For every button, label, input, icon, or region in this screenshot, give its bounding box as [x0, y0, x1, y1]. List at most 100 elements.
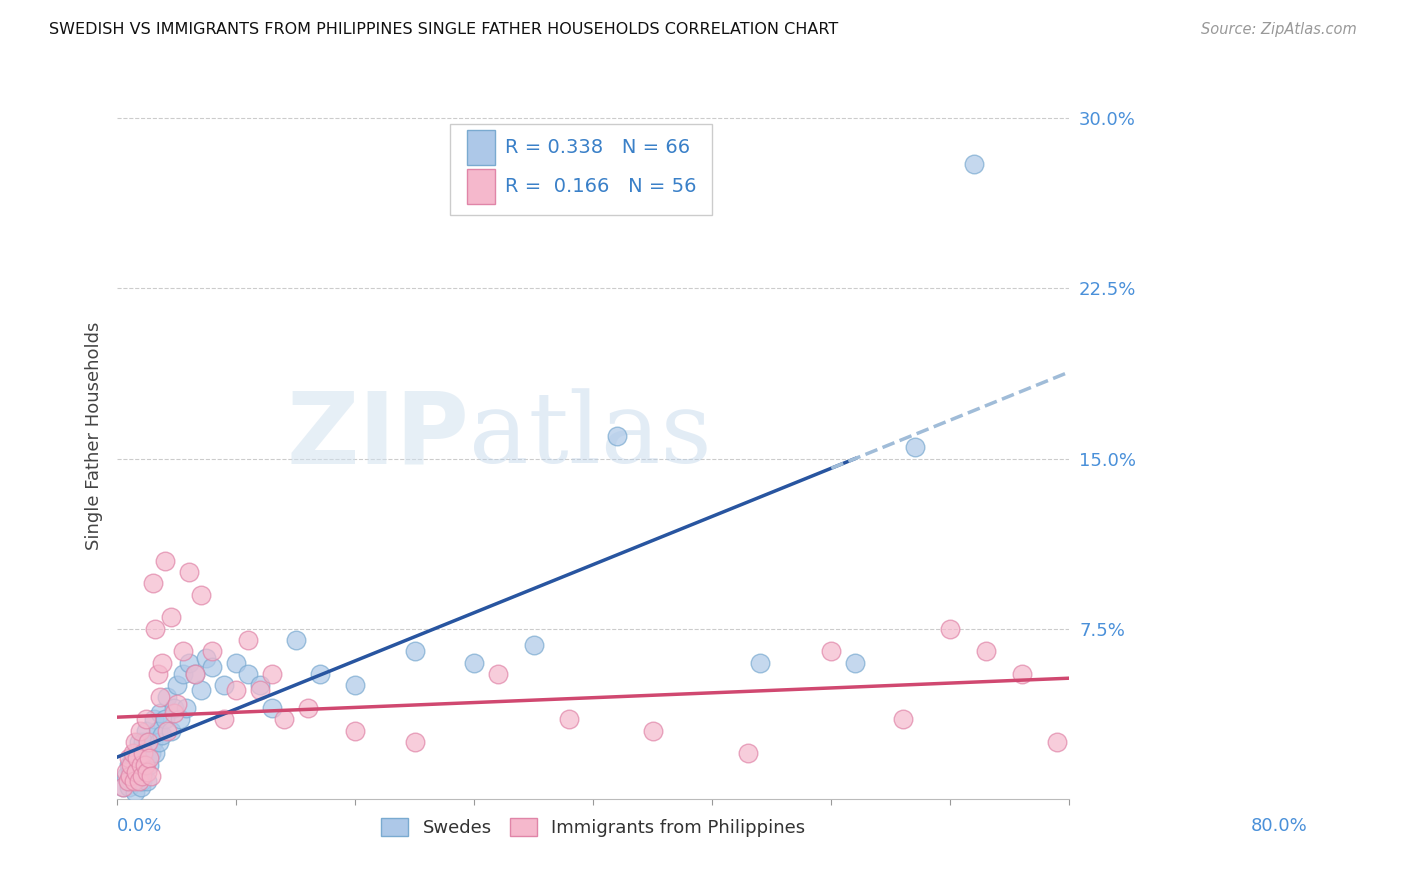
Point: [190, 682, 212, 697]
Point: [138, 751, 160, 765]
Point: [904, 440, 927, 454]
Point: [963, 157, 986, 171]
Point: [163, 701, 186, 715]
Point: [128, 773, 150, 788]
Point: [136, 764, 159, 779]
Point: [169, 713, 191, 727]
Point: [134, 757, 156, 772]
Point: [308, 667, 330, 681]
Point: [939, 622, 962, 636]
Point: [131, 769, 153, 783]
Point: [156, 723, 179, 738]
Point: [127, 769, 149, 783]
Point: [112, 780, 135, 795]
Point: [129, 780, 152, 795]
Point: [114, 769, 136, 783]
Point: [118, 780, 141, 795]
Point: [641, 723, 664, 738]
Point: [124, 757, 146, 772]
Point: [152, 728, 174, 742]
Point: [118, 757, 141, 772]
FancyBboxPatch shape: [467, 169, 495, 203]
Point: [132, 747, 155, 761]
Y-axis label: Single Father Households: Single Father Households: [86, 322, 103, 550]
Point: [523, 638, 546, 652]
Point: [143, 622, 166, 636]
Point: [225, 682, 247, 697]
Point: [156, 690, 179, 704]
Point: [118, 751, 141, 765]
Point: [142, 735, 165, 749]
Point: [172, 667, 194, 681]
Point: [136, 773, 159, 788]
Point: [127, 751, 149, 765]
Point: [131, 742, 153, 756]
Text: SWEDISH VS IMMIGRANTS FROM PHILIPPINES SINGLE FATHER HOUSEHOLDS CORRELATION CHAR: SWEDISH VS IMMIGRANTS FROM PHILIPPINES S…: [49, 22, 838, 37]
Point: [122, 769, 145, 783]
Point: [260, 701, 283, 715]
Legend: Swedes, Immigrants from Philippines: Swedes, Immigrants from Philippines: [374, 811, 813, 844]
Point: [225, 656, 247, 670]
Point: [117, 773, 139, 788]
Point: [128, 764, 150, 779]
Point: [172, 644, 194, 658]
Point: [249, 678, 271, 692]
Point: [344, 678, 367, 692]
Point: [129, 757, 152, 772]
Point: [143, 713, 166, 727]
Point: [121, 757, 143, 772]
Point: [344, 723, 367, 738]
Point: [174, 701, 197, 715]
Point: [163, 706, 186, 720]
Point: [236, 667, 259, 681]
Point: [132, 735, 155, 749]
Point: [117, 773, 139, 788]
Point: [183, 667, 205, 681]
Point: [166, 697, 188, 711]
Point: [134, 757, 156, 772]
Point: [125, 747, 148, 761]
Point: [139, 747, 162, 761]
Point: [404, 644, 426, 658]
Point: [122, 773, 145, 788]
Point: [125, 764, 148, 779]
Text: atlas: atlas: [470, 388, 713, 483]
Point: [159, 610, 181, 624]
Point: [748, 656, 770, 670]
Point: [146, 667, 169, 681]
Point: [486, 667, 509, 681]
Point: [120, 764, 142, 779]
Point: [190, 588, 212, 602]
Point: [1046, 735, 1069, 749]
FancyBboxPatch shape: [467, 130, 495, 165]
Point: [120, 769, 142, 783]
Point: [124, 785, 146, 799]
Point: [138, 757, 160, 772]
Point: [183, 667, 205, 681]
Point: [121, 747, 143, 761]
Point: [1011, 667, 1033, 681]
Point: [159, 723, 181, 738]
Point: [143, 747, 166, 761]
Point: [214, 678, 236, 692]
Point: [297, 701, 319, 715]
Point: [737, 747, 759, 761]
Text: Source: ZipAtlas.com: Source: ZipAtlas.com: [1201, 22, 1357, 37]
Point: [195, 651, 218, 665]
Point: [201, 660, 224, 674]
Point: [136, 751, 159, 765]
Point: [844, 656, 866, 670]
Point: [136, 735, 159, 749]
Point: [404, 735, 426, 749]
Text: ZIP: ZIP: [287, 387, 470, 484]
Point: [128, 735, 150, 749]
Point: [134, 747, 156, 761]
Point: [201, 644, 224, 658]
Point: [128, 723, 150, 738]
Text: R = 0.338   N = 66: R = 0.338 N = 66: [505, 138, 690, 157]
Point: [135, 723, 157, 738]
Point: [974, 644, 997, 658]
Point: [820, 644, 842, 658]
Point: [152, 656, 174, 670]
Point: [463, 656, 485, 670]
